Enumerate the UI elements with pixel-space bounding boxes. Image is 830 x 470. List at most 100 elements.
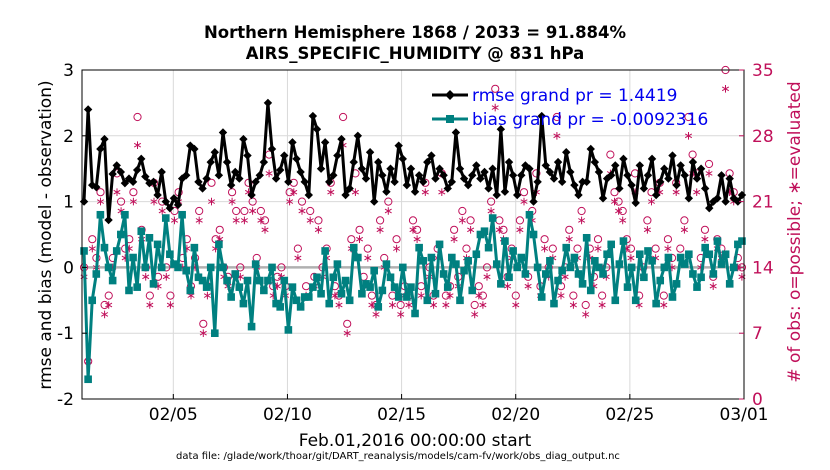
bias-point: [537, 293, 546, 301]
rmse-point: [508, 171, 518, 180]
y-axis-label-left: rmse and bias (model - observation): [36, 80, 56, 389]
possible-point: [232, 206, 241, 216]
bias-point: [194, 273, 203, 282]
evaluated-point: [520, 197, 528, 206]
rmse-point: [161, 197, 170, 206]
rmse-point: [202, 174, 211, 183]
rmse-point: [137, 154, 146, 164]
bias-point: [145, 233, 154, 242]
evaluated-point: [356, 235, 364, 243]
rmse-point: [631, 198, 640, 208]
rmse-point: [521, 161, 530, 170]
bias-point: [260, 286, 268, 295]
bias-point: [96, 210, 105, 219]
rmse-point: [602, 174, 612, 183]
evaluated-point: [133, 141, 142, 149]
evaluated-point: [487, 207, 495, 215]
rmse-point: [341, 190, 350, 200]
bias-point: [264, 276, 272, 285]
evaluated-point: [397, 310, 405, 319]
rmse-point: [660, 164, 669, 173]
bias-point: [627, 263, 636, 272]
rmse-point: [353, 131, 363, 140]
rmse-point: [231, 167, 240, 177]
bias-point: [525, 210, 534, 219]
rmse-point: [656, 177, 665, 187]
possible-point: [680, 216, 689, 225]
bias-point: [517, 253, 526, 262]
possible-point: [487, 197, 496, 206]
possible-point: [96, 188, 105, 197]
evaluated-point: [615, 207, 623, 215]
evaluated-point: [207, 197, 216, 206]
possible-point: [700, 225, 710, 234]
rmse-point: [480, 167, 489, 177]
x-tick-label: 02/10: [263, 405, 312, 425]
rmse-point: [410, 187, 420, 196]
rmse-point: [329, 171, 338, 180]
rmse-point: [402, 180, 412, 190]
rmse-point: [153, 190, 162, 200]
evaluated-point: [249, 207, 257, 215]
possible-point: [104, 291, 113, 300]
possible-point: [659, 291, 668, 300]
rmse-point: [292, 154, 301, 164]
bias-point: [660, 263, 669, 272]
possible-point: [88, 235, 97, 244]
rmse-point: [255, 171, 264, 180]
bias-point: [697, 273, 705, 282]
possible-point: [314, 216, 323, 225]
legend-bias-label: bias grand pr = -0.0092316: [472, 110, 708, 130]
evaluated-point: [129, 197, 137, 206]
bias-point: [713, 237, 722, 245]
chart-title-line1: Northern Hemisphere 1868 / 2033 = 91.884…: [204, 23, 627, 42]
possible-point: [166, 291, 175, 300]
evaluated-point: [442, 301, 450, 309]
rmse-point: [549, 174, 559, 183]
rmse-point: [190, 144, 199, 154]
evaluated-point: [384, 207, 392, 215]
bias-point: [542, 270, 550, 278]
bias-point: [137, 227, 146, 236]
bias-point: [300, 293, 309, 301]
rmse-point: [398, 154, 407, 164]
x-axis-label: Feb.01,2016 00:00:00 start: [299, 431, 532, 451]
bias-point: [149, 280, 158, 288]
bias-point: [325, 299, 334, 308]
evaluated-point: [569, 301, 577, 309]
rmse-point: [553, 157, 563, 167]
rmse-point: [484, 184, 493, 193]
rmse-point: [320, 138, 330, 147]
evaluated-point: [450, 235, 458, 243]
bias-point: [591, 257, 599, 265]
rmse-point: [705, 203, 714, 213]
bias-point: [390, 283, 399, 291]
bias-point: [153, 240, 162, 249]
rmse-point: [288, 138, 297, 147]
evaluated-point: [158, 207, 166, 215]
possible-point: [470, 300, 479, 310]
bias-point: [582, 233, 591, 242]
bias-point: [202, 283, 211, 291]
rmse-point: [275, 165, 285, 175]
bias-point: [484, 243, 493, 252]
rmse-point: [132, 165, 142, 175]
evaluated-point: [294, 254, 302, 262]
evaluated-point: [257, 216, 265, 225]
evaluated-point: [610, 197, 619, 206]
possible-point: [581, 300, 590, 310]
evaluated-point: [471, 310, 479, 319]
possible-point: [355, 225, 364, 234]
rmse-point: [488, 164, 497, 173]
evaluated-point: [446, 291, 454, 300]
rmse-point: [700, 184, 710, 193]
possible-point: [552, 112, 562, 122]
rmse-point: [214, 171, 224, 180]
possible-point: [466, 216, 475, 225]
evaluated-point: [701, 235, 709, 243]
bias-point: [615, 260, 624, 268]
possible-point: [293, 244, 302, 253]
bias-point: [121, 210, 129, 219]
bias-point: [251, 260, 260, 268]
rmse-point: [590, 157, 600, 167]
